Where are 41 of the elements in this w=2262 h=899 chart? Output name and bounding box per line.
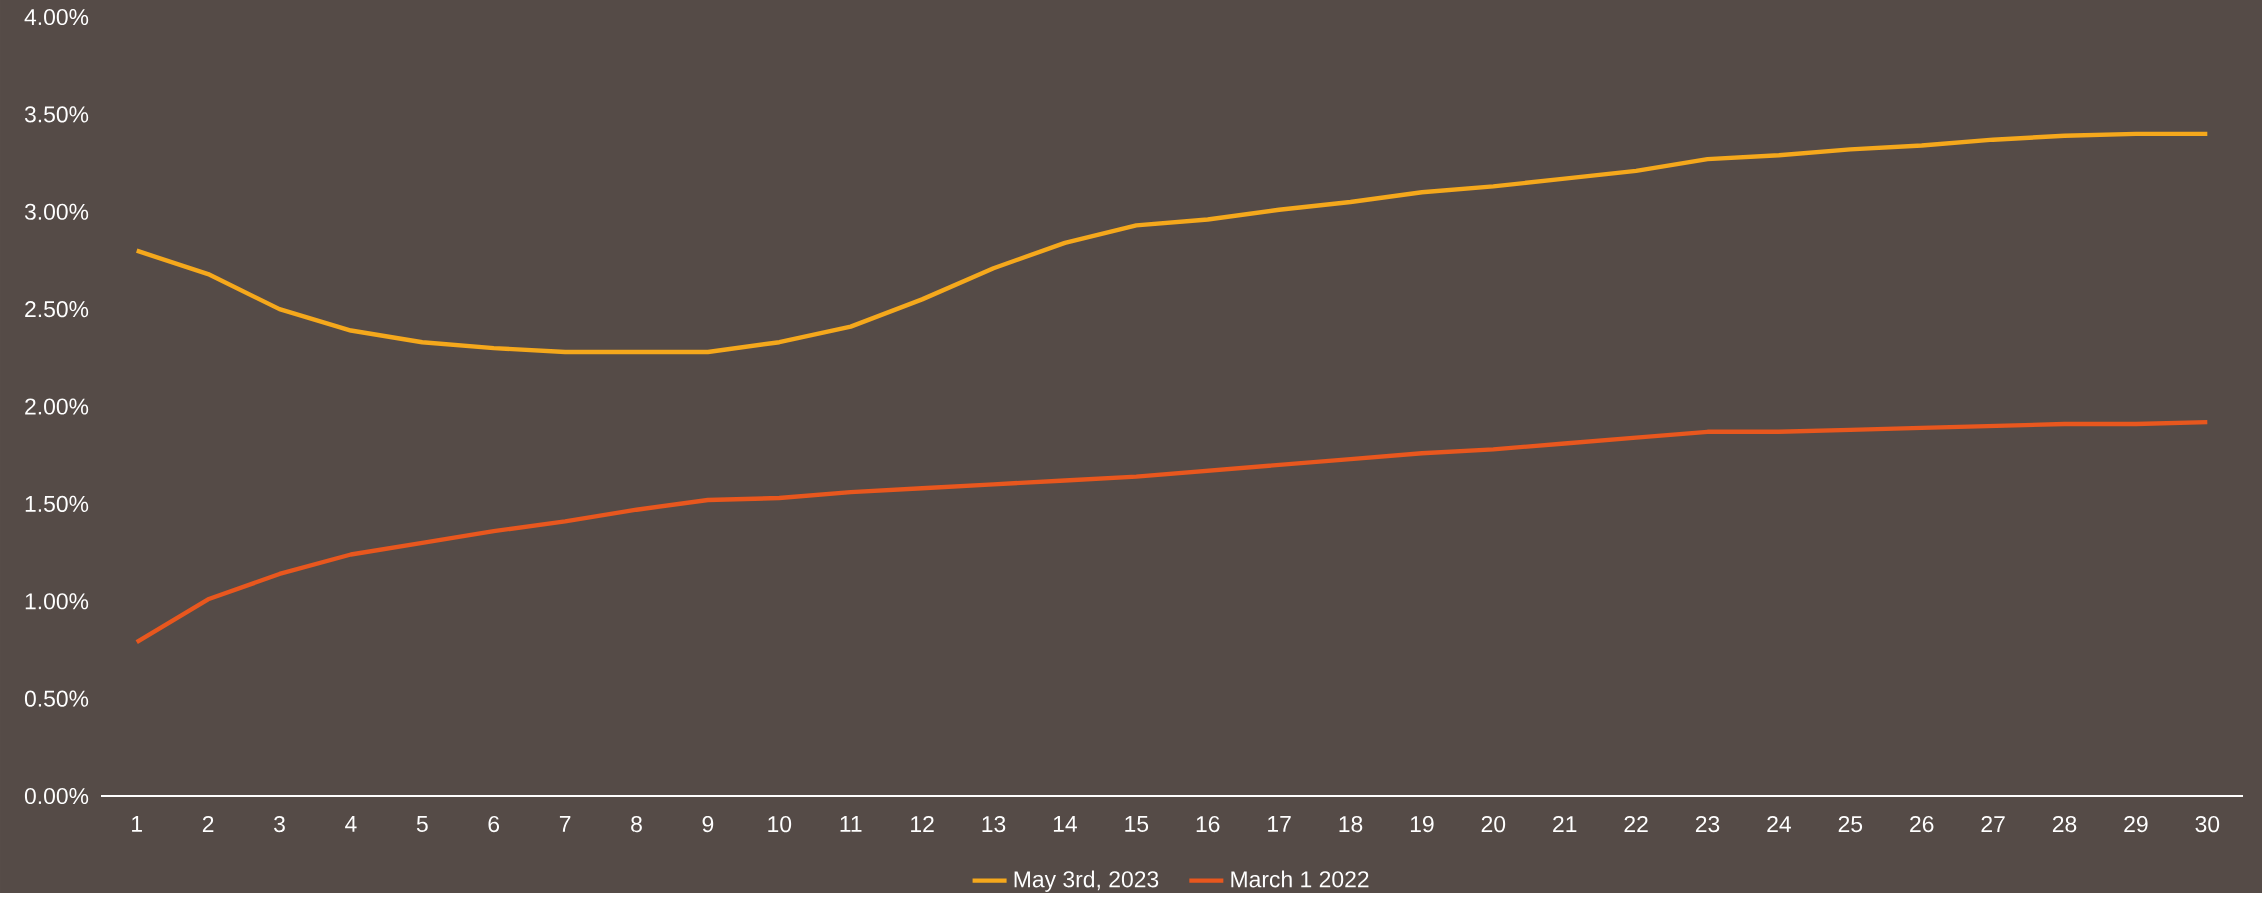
x-tick-label: 28 [2052, 816, 2077, 833]
y-tick-label: 3.50% [24, 106, 89, 123]
y-tick-label: 0.50% [24, 690, 89, 707]
y-tick-label: 4.00% [24, 9, 89, 26]
x-tick-label: 21 [1553, 816, 1577, 833]
x-tick-label: 30 [2195, 816, 2220, 833]
legend-label: May 3rd, 2023 [1014, 870, 1159, 893]
x-tick-label: 3 [274, 816, 285, 833]
x-tick-label: 19 [1410, 816, 1434, 833]
y-tick-label: 1.00% [25, 593, 89, 610]
x-tick-label: 29 [2124, 816, 2148, 833]
x-tick-label: 24 [1767, 816, 1791, 833]
x-tick-label: 12 [911, 816, 934, 833]
y-tick-label: 3.00% [24, 203, 89, 221]
x-tick-label: 6 [488, 816, 500, 833]
x-tick-label: 11 [840, 816, 862, 832]
x-tick-label: 9 [702, 816, 714, 833]
x-tick-label: 10 [768, 816, 792, 833]
x-tick-label: 14 [1053, 816, 1077, 832]
x-tick-label: 17 [1268, 816, 1291, 832]
x-tick-label: 5 [416, 816, 428, 833]
x-tick-label: 23 [1695, 816, 1720, 833]
y-tick-label: 2.00% [25, 398, 89, 415]
x-tick-label: 27 [1981, 816, 2005, 833]
y-tick-label: 1.50% [25, 495, 89, 513]
x-tick-label: 7 [559, 816, 571, 832]
legend-label: March 1 2022 [1231, 870, 1369, 888]
x-tick-label: 22 [1624, 816, 1648, 833]
x-tick-label: 4 [345, 816, 357, 832]
x-tick-label: 2 [202, 816, 214, 833]
x-tick-label: 26 [1910, 816, 1934, 833]
y-tick-label: 0.00% [24, 788, 89, 805]
x-tick-label: 25 [1838, 816, 1863, 833]
x-tick-label: 8 [631, 816, 642, 833]
x-tick-label: 18 [1339, 816, 1363, 833]
x-tick-label: 15 [1125, 816, 1149, 833]
x-tick-label: 16 [1196, 816, 1220, 833]
y-tick-label: 2.50% [25, 301, 89, 318]
x-tick-label: 20 [1481, 816, 1506, 833]
x-tick-label: 13 [982, 816, 1006, 833]
x-tick-label: 1 [132, 816, 142, 832]
